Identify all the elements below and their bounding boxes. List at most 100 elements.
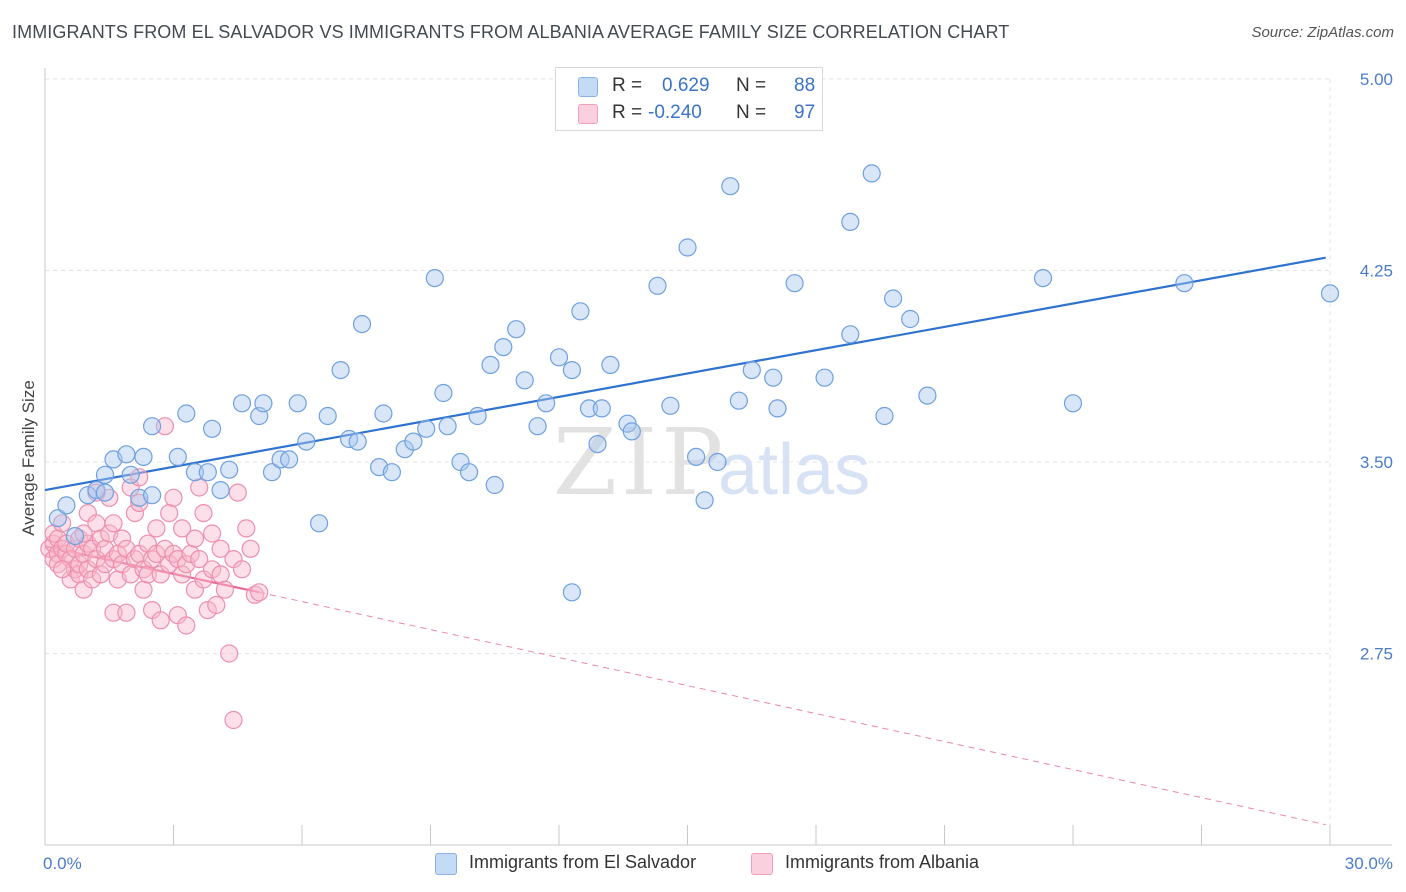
data-point — [211, 539, 230, 558]
tick-labels: 5.00 4.25 3.50 2.75 0.0% 30.0% — [43, 70, 1393, 873]
data-point — [215, 580, 234, 599]
data-point — [434, 383, 453, 403]
data-point — [220, 644, 239, 663]
data-point — [536, 394, 556, 413]
data-point — [228, 483, 247, 502]
chart-title: IMMIGRANTS FROM EL SALVADOR VS IMMIGRANT… — [12, 22, 1010, 42]
data-point — [91, 529, 110, 548]
data-point — [173, 565, 192, 584]
data-point — [211, 481, 230, 500]
data-point — [224, 710, 243, 730]
data-point — [250, 583, 269, 602]
data-point — [207, 595, 226, 615]
data-point — [918, 386, 937, 405]
y-tick-label: 4.25 — [1360, 261, 1393, 280]
data-point — [147, 519, 166, 538]
data-point — [417, 419, 436, 438]
data-point — [91, 565, 110, 584]
data-point — [686, 447, 706, 466]
legend-n-value: 97 — [794, 102, 816, 123]
data-point — [562, 583, 582, 602]
watermark-zip: ZIP — [553, 409, 727, 516]
legend: R = 0.629 N = 88 R = -0.240 N = 97 — [555, 67, 823, 131]
data-point — [318, 406, 337, 426]
data-points — [40, 164, 1340, 730]
data-point — [168, 447, 187, 466]
legend-n-label: N = — [736, 102, 767, 123]
data-point — [280, 450, 299, 469]
data-point — [648, 276, 667, 295]
data-point — [1320, 284, 1340, 303]
data-point — [862, 164, 881, 183]
x-tick-label: 30.0% — [1345, 854, 1393, 873]
data-point — [764, 368, 783, 387]
source-label: Source: ZipAtlas.com — [1251, 24, 1394, 41]
data-point — [203, 560, 222, 579]
data-point — [185, 529, 204, 548]
series-el-salvador — [48, 164, 1340, 602]
data-point — [48, 509, 68, 528]
data-point — [374, 404, 393, 423]
data-point — [841, 212, 860, 231]
data-point — [112, 529, 132, 548]
data-point — [601, 355, 620, 374]
data-point — [104, 514, 123, 533]
data-point — [785, 274, 804, 293]
data-point — [134, 447, 153, 466]
series-albania — [40, 417, 269, 730]
data-point — [622, 422, 641, 441]
data-point — [95, 465, 115, 484]
data-point — [768, 399, 787, 418]
data-point — [177, 616, 196, 635]
data-point — [352, 315, 372, 334]
trend-line — [44, 256, 1326, 492]
data-point — [143, 417, 162, 436]
data-point — [549, 348, 569, 367]
data-point — [562, 361, 582, 380]
data-point — [134, 580, 153, 599]
data-point — [515, 371, 534, 390]
data-point — [592, 399, 611, 418]
data-point — [104, 603, 123, 622]
data-point — [143, 486, 162, 505]
data-point — [348, 432, 367, 451]
data-point — [382, 463, 401, 482]
data-point — [155, 417, 174, 436]
legend-r-value: 0.629 — [662, 75, 710, 96]
data-point — [198, 600, 217, 620]
data-point — [262, 463, 282, 482]
data-point — [425, 269, 444, 288]
data-point — [588, 435, 607, 454]
data-point — [815, 368, 834, 387]
legend-swatch-el-salvador — [578, 77, 598, 97]
data-point — [203, 524, 222, 543]
y-tick-label: 2.75 — [1360, 645, 1393, 664]
legend-r-value: -0.240 — [648, 102, 702, 123]
data-point — [729, 391, 749, 410]
data-point — [310, 514, 329, 533]
data-point — [841, 325, 860, 344]
data-point — [1063, 394, 1083, 413]
legend-r-label: R = — [612, 102, 643, 123]
data-point — [151, 611, 170, 630]
watermark-atlas: atlas — [718, 430, 870, 510]
data-point — [571, 302, 590, 321]
data-point — [678, 238, 697, 257]
data-point — [901, 309, 920, 329]
data-point — [404, 432, 423, 451]
data-point — [1033, 269, 1053, 288]
bottom-legend-label-albania: Immigrants from Albania — [785, 852, 980, 872]
data-point — [883, 289, 903, 308]
data-point — [177, 404, 196, 423]
data-point — [95, 483, 115, 502]
data-point — [160, 503, 179, 523]
data-point — [481, 355, 500, 374]
data-point — [875, 406, 894, 426]
data-point — [82, 570, 102, 589]
data-point — [742, 361, 761, 380]
data-point — [241, 539, 260, 558]
data-point — [211, 565, 230, 584]
data-point — [297, 432, 316, 451]
data-point — [65, 526, 85, 546]
data-point — [220, 460, 239, 479]
